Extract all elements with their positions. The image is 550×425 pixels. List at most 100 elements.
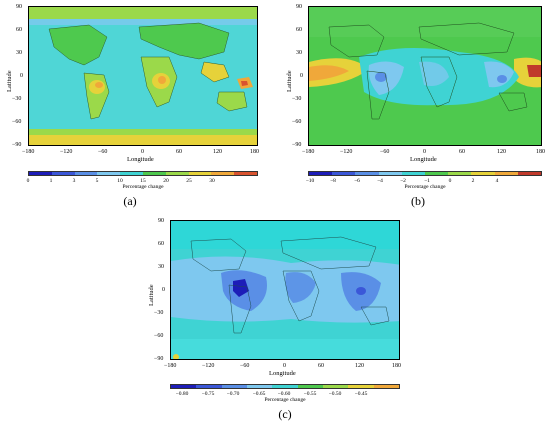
- amazon-core: [95, 82, 103, 88]
- colorbar-segment: [401, 172, 426, 175]
- colorbar-segment: [234, 172, 257, 175]
- y-tick: 60: [296, 27, 302, 33]
- x-tick: −60: [240, 363, 250, 369]
- map-plot-b: [308, 6, 542, 146]
- colorbar-segment: [297, 385, 323, 388]
- y-tick: −90: [154, 356, 164, 362]
- x-tick: −60: [380, 149, 390, 155]
- colorbar-segment: [494, 172, 518, 175]
- x-tick: 60: [318, 363, 324, 369]
- northern-ocean-band: [29, 19, 257, 25]
- x-tick: −180: [22, 149, 35, 155]
- colorbar-segment: [355, 172, 379, 175]
- y-tick: −30: [154, 310, 164, 316]
- colorbar-tick: 0: [448, 178, 452, 184]
- colorbar-tick: 10: [117, 178, 123, 184]
- coastline-na: [328, 24, 385, 58]
- coastline-australia: [498, 92, 528, 112]
- x-tick: −60: [98, 149, 108, 155]
- colorbar-a: [28, 171, 258, 176]
- x-tick: 0: [141, 149, 144, 155]
- maritime-core: [241, 81, 248, 86]
- colorbar-label: Percentage change: [404, 184, 446, 190]
- colorbar-tick: 4: [495, 178, 499, 184]
- y-tick: −90: [12, 142, 22, 148]
- y-tick: 0: [162, 287, 165, 293]
- colorbar-segment: [373, 385, 399, 388]
- panel-label: (b): [411, 194, 425, 208]
- y-axis-label: Latitude: [286, 70, 293, 92]
- colorbar-tick: 30: [209, 178, 215, 184]
- y-tick: 0: [20, 73, 23, 79]
- colorbar-segment: [322, 385, 349, 388]
- coastline-na: [190, 238, 247, 272]
- colorbar-segment: [120, 172, 143, 175]
- south-america: [83, 72, 110, 120]
- colorbar-tick: −0.75: [201, 391, 215, 397]
- colorbar-tick: −0.50: [328, 391, 342, 397]
- colorbar-segment: [196, 385, 222, 388]
- eurasia: [138, 22, 230, 60]
- y-tick: −60: [292, 119, 302, 125]
- coastline-africa: [282, 270, 320, 322]
- y-tick: 90: [16, 4, 22, 10]
- africa-core: [158, 76, 166, 84]
- colorbar-tick: 3: [72, 178, 76, 184]
- coastline-eurasia: [280, 236, 377, 270]
- x-tick: 0: [423, 149, 426, 155]
- colorbar-tick: −0.80: [175, 391, 189, 397]
- colorbar-tick: −0.60: [277, 391, 291, 397]
- y-tick: 0: [300, 73, 303, 79]
- arctic-band: [29, 7, 257, 19]
- colorbar-segment: [246, 385, 273, 388]
- antarctic-core: [29, 135, 257, 145]
- y-axis-label: Latitude: [148, 284, 155, 306]
- colorbar-segment: [517, 172, 542, 175]
- colorbar-segment: [74, 172, 98, 175]
- coastline-eurasia: [418, 22, 515, 56]
- colorbar-tick: −0.65: [252, 391, 266, 397]
- australia: [216, 91, 248, 112]
- colorbar-segment: [211, 172, 235, 175]
- y-axis-label: Latitude: [6, 70, 13, 92]
- panel-label: (a): [123, 194, 137, 208]
- y-tick: −60: [12, 119, 22, 125]
- x-tick: 120: [497, 149, 506, 155]
- corner-hotspot: [173, 354, 179, 359]
- colorbar-segment: [142, 172, 166, 175]
- x-tick: 180: [392, 363, 401, 369]
- maritime-core: [497, 75, 507, 83]
- x-axis-label: Longitude: [410, 156, 437, 163]
- se-asia: [200, 61, 230, 83]
- map-plot-c: [170, 220, 400, 360]
- coastline-africa: [420, 56, 458, 108]
- colorbar-tick: −2: [400, 178, 406, 184]
- x-tick: −120: [340, 149, 353, 155]
- colorbar-b: [308, 171, 542, 176]
- north-america: [48, 24, 108, 66]
- map-field-b: [309, 7, 541, 145]
- colorbar-tick: −0.55: [303, 391, 317, 397]
- y-tick: 90: [158, 218, 164, 224]
- x-tick: −120: [202, 363, 215, 369]
- y-tick: −30: [292, 96, 302, 102]
- northern-band: [309, 7, 541, 37]
- colorbar-tick: 0: [26, 178, 30, 184]
- colorbar-tick: 15: [140, 178, 146, 184]
- colorbar-segment: [51, 172, 75, 175]
- colorbar-c: [170, 384, 400, 389]
- x-tick: 60: [176, 149, 182, 155]
- colorbar-segment: [332, 172, 356, 175]
- x-axis-label: Longitude: [269, 370, 296, 377]
- map-field-a: [29, 7, 257, 145]
- x-tick: 120: [213, 149, 222, 155]
- colorbar-segment: [378, 172, 402, 175]
- southern-band: [171, 339, 399, 359]
- colorbar-tick: 25: [186, 178, 192, 184]
- east-pacific-core: [309, 65, 349, 81]
- colorbar-tick: −1: [424, 178, 430, 184]
- colorbar-tick: −0.70: [226, 391, 240, 397]
- colorbar-segment: [165, 172, 189, 175]
- x-tick: 120: [355, 363, 364, 369]
- colorbar-tick: −4: [377, 178, 383, 184]
